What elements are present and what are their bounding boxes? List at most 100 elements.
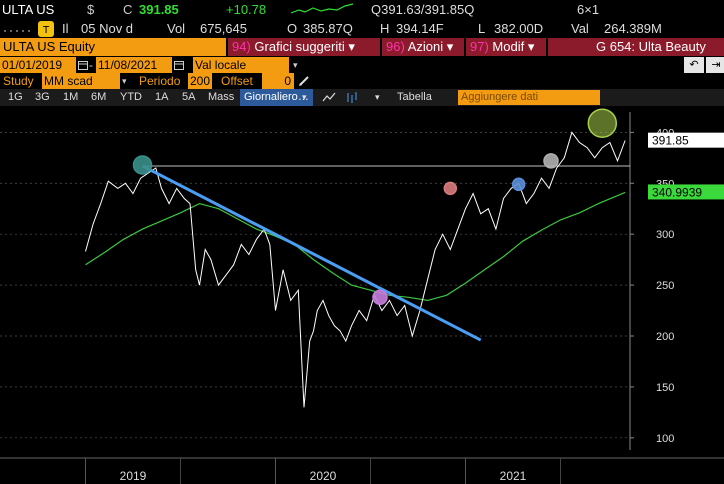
low-label: L (478, 21, 486, 36)
y-tick-label: 100 (656, 433, 674, 445)
range-1m[interactable]: 1M (63, 91, 79, 103)
calendar-icon[interactable] (78, 60, 88, 70)
date-separator: - (89, 58, 93, 72)
range-max[interactable]: Mass (208, 91, 235, 103)
edit-num: 97) (470, 39, 489, 54)
range-1y[interactable]: 1A (155, 91, 169, 103)
last-price-value: 391.85 (652, 134, 689, 148)
table-button[interactable]: Tabella (397, 91, 432, 103)
quote-size: 6×1 (577, 2, 600, 17)
marker-red[interactable] (443, 181, 458, 196)
marker-blue[interactable] (511, 177, 526, 192)
actions-num: 96) (386, 39, 405, 54)
sparkline-icon (291, 3, 353, 14)
settings-row: 01/01/2019 - 11/08/2021 Val locale ▾ ↶ ⇥ (0, 57, 724, 73)
offset-label: Offset (221, 74, 253, 88)
quote-details: T Il 05 Nov d Vol 675,645 O 385.87Q H 39… (0, 20, 724, 38)
chevron-down-icon[interactable]: ▾ (293, 60, 298, 70)
ticker-symbol[interactable]: ULTA US (2, 2, 55, 17)
suggested-charts-label: Grafici suggeriti ▾ (254, 39, 355, 54)
y-axis: 100150200250300350400 (629, 112, 674, 450)
price-change: +10.78 (226, 2, 267, 17)
ma-value: 340.9939 (652, 185, 702, 199)
offset-input[interactable]: 0 (262, 73, 294, 89)
edit-button[interactable]: 97) Modif ▾ (466, 38, 546, 56)
volume-label: Vol (167, 21, 186, 36)
y-tick-label: 300 (656, 229, 674, 241)
y-tick-label: 250 (656, 280, 674, 292)
volume-value: 675,645 (200, 21, 247, 36)
marker-purple[interactable] (372, 289, 388, 306)
suggested-charts-button[interactable]: 94) Grafici suggeriti ▾ (228, 38, 380, 56)
high-value: 394.14F (396, 21, 444, 36)
exchange-icon[interactable]: T (38, 21, 54, 37)
frequency-value: Giornaliero (244, 91, 298, 103)
currency-mode-select[interactable]: Val locale (193, 57, 289, 73)
open-label: O (287, 21, 298, 36)
annotation-markers[interactable] (132, 108, 618, 306)
chevron-down-icon[interactable]: ▾ (375, 92, 380, 102)
date-prefix: Il (62, 21, 69, 36)
x-tick-label: 2019 (120, 469, 147, 483)
chart-grid (0, 132, 630, 439)
range-5y[interactable]: 5A (182, 91, 196, 103)
line-chart-icon[interactable] (322, 92, 336, 103)
dots-icon (4, 30, 30, 32)
x-tick-label: 2021 (500, 469, 527, 483)
range-6m[interactable]: 6M (91, 91, 107, 103)
marker-gray[interactable] (543, 153, 559, 169)
low-value: 382.00D (494, 21, 544, 36)
y-tick-label: 150 (656, 382, 674, 394)
range-ytd[interactable]: YTD (120, 91, 142, 103)
add-data-input[interactable]: Aggiungere dati (458, 90, 600, 105)
bar-chart-icon[interactable] (345, 91, 359, 104)
end-date-input[interactable]: 11/08/2021 (96, 57, 172, 73)
chart-toolbar: 1G 3G 1M 6M YTD 1A 5A Mass Giornaliero… … (0, 89, 724, 106)
last-price-tag: 391.85 (648, 132, 724, 148)
study-label: Study (3, 74, 34, 88)
trendline[interactable] (141, 164, 482, 342)
edit-label: Modif ▾ (492, 39, 535, 54)
moving-average-line (85, 191, 626, 302)
range-1d[interactable]: 1G (8, 91, 23, 103)
range-3d[interactable]: 3G (35, 91, 50, 103)
command-bar: ULTA US Equity 94) Grafici suggeriti ▾ 9… (0, 38, 724, 56)
period-input[interactable]: 200 (188, 73, 212, 89)
undo-icon[interactable]: ↶ (684, 57, 704, 73)
marker-green[interactable] (587, 108, 618, 138)
price-line (85, 131, 626, 408)
security-field[interactable]: ULTA US Equity (0, 38, 226, 56)
chevron-down-icon[interactable]: ▾ (302, 92, 307, 102)
study-select[interactable]: MM scad (42, 73, 120, 89)
redo-icon[interactable]: ⇥ (706, 57, 724, 73)
pencil-icon[interactable] (298, 75, 310, 87)
ma-value-tag: 340.9939 (648, 184, 724, 200)
calendar-icon[interactable] (174, 60, 184, 70)
currency-label: $ (87, 2, 95, 17)
value-label: Val (571, 21, 589, 36)
quote-date: 05 Nov d (81, 21, 134, 36)
open-value: 385.87Q (303, 21, 353, 36)
study-row: Study MM scad ▾ Periodo 200 Offset 0 (0, 73, 724, 89)
y-tick-label: 200 (656, 331, 674, 343)
suggested-charts-num: 94) (232, 39, 251, 54)
actions-button[interactable]: 96) Azioni ▾ (382, 38, 464, 56)
svg-text:T: T (42, 25, 50, 36)
close-label: C (123, 2, 133, 17)
x-tick-label: 2020 (310, 469, 337, 483)
marker-teal[interactable] (132, 155, 153, 175)
quote-header: ULTA US $ C 391.85 +10.78 Q391.63/391.85… (0, 0, 724, 20)
frequency-select[interactable]: Giornaliero… (240, 89, 313, 106)
x-axis: 2019 2020 2021 (0, 457, 724, 484)
function-title: G 654: Ulta Beauty (548, 38, 724, 56)
start-date-input[interactable]: 01/01/2019 (0, 57, 76, 73)
chevron-down-icon[interactable]: ▾ (122, 76, 127, 86)
close-price: 391.85 (139, 2, 179, 17)
bid-ask: Q391.63/391.85Q (371, 2, 475, 17)
period-label: Periodo (139, 74, 181, 88)
actions-label: Azioni ▾ (407, 39, 454, 54)
value-traded: 264.389M (604, 21, 662, 36)
currency-mode-value: Val locale (195, 58, 247, 72)
high-label: H (380, 21, 390, 36)
